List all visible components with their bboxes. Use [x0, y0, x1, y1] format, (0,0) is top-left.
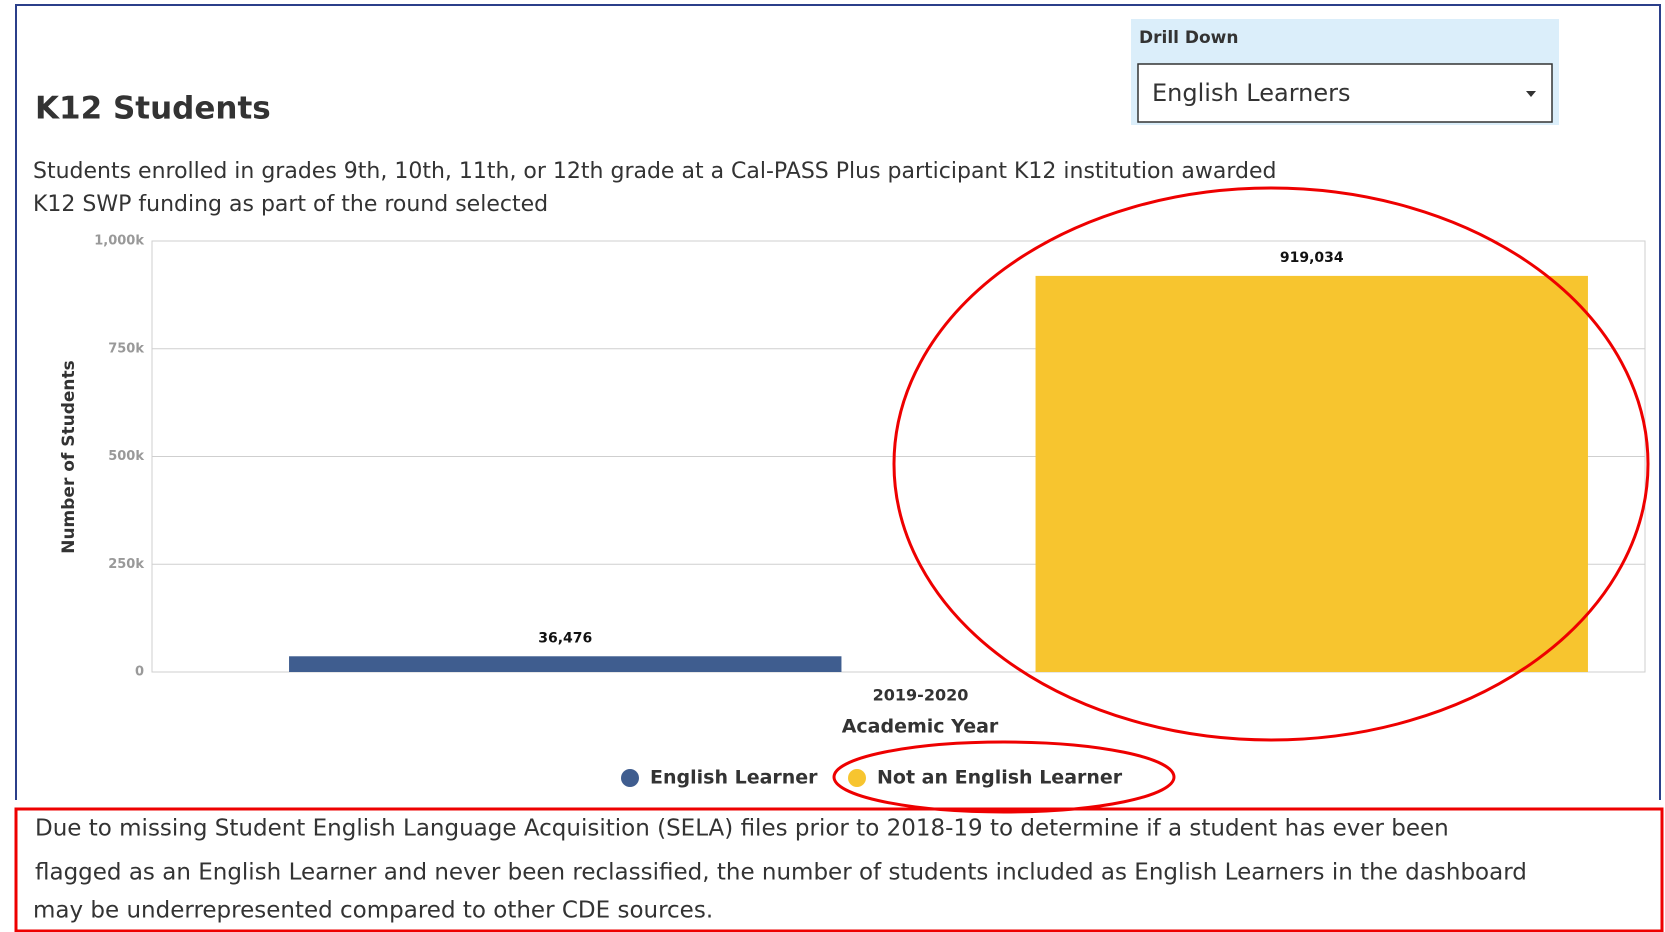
chart: 0 250k 500k 750k 1,000k Number of Students 201… [59, 234, 1646, 789]
footnote: Due to missing Student English Language … [35, 816, 1449, 842]
select-value[interactable]: English Learners [1152, 79, 1351, 107]
data-label: 36,476 [538, 630, 592, 646]
footnote: may be underrepresented compared to othe… [33, 898, 713, 924]
select-arrow[interactable] [1526, 91, 1536, 97]
y-tick-label: 1,000k [94, 234, 144, 249]
footnote: flagged as an English Learner and never … [35, 860, 1527, 886]
bar [289, 656, 842, 672]
y-axis-label: Number of Students [59, 360, 79, 554]
footnote-box [14, 807, 1664, 932]
legend-label: English Learner [650, 767, 818, 789]
y-tick-label: 500k [108, 449, 144, 464]
highlight-ellipse [832, 740, 1176, 814]
drill-down-select[interactable]: English Learners [1137, 63, 1553, 123]
y-tick-label: 0 [135, 665, 144, 680]
subtitle: Students enrolled in grades 9th, 10th, 1… [33, 159, 1276, 184]
highlight-ellipse [892, 186, 1650, 742]
data-label: 919,034 [1280, 250, 1344, 266]
legend-swatch [848, 769, 866, 787]
y-tick-label: 750k [108, 341, 144, 356]
legend-label: Not an English Learner [877, 767, 1123, 789]
panel-border [15, 4, 1661, 800]
x-tick-label: 2019-2020 [873, 686, 969, 705]
subtitle: K12 SWP funding as part of the round sel… [33, 192, 548, 217]
legend-swatch [621, 769, 639, 787]
y-tick-label: 250k [108, 557, 144, 572]
page-title: K12 Students [35, 91, 271, 127]
drill-down-label: Drill Down [1139, 28, 1239, 48]
x-axis-label: Academic Year [842, 716, 999, 738]
select-box[interactable] [1137, 63, 1553, 123]
bar [1035, 275, 1588, 672]
